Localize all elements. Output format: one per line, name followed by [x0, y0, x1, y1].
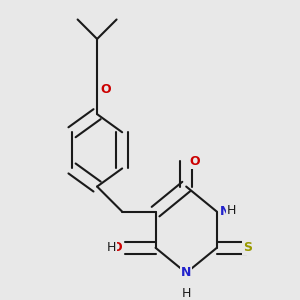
Text: O: O — [111, 241, 122, 254]
Text: O: O — [190, 155, 200, 168]
Text: S: S — [243, 241, 252, 254]
Text: H: H — [226, 204, 236, 217]
Text: O: O — [100, 82, 111, 96]
Text: H: H — [107, 241, 117, 254]
Text: N: N — [220, 205, 230, 218]
Text: N: N — [181, 266, 191, 279]
Text: H: H — [182, 287, 191, 300]
